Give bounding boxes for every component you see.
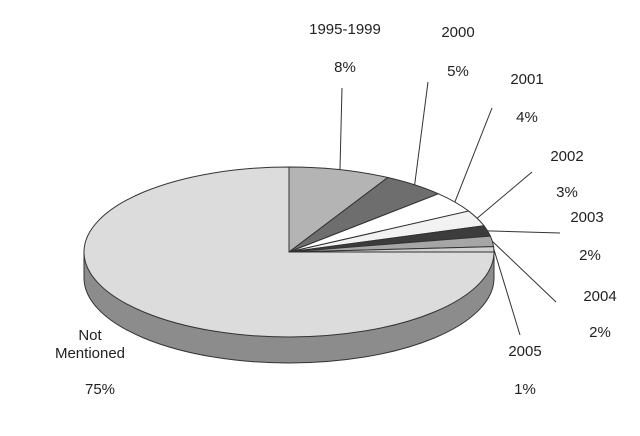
slice-label: 2005 (508, 343, 541, 360)
value-label: 1% (514, 381, 536, 398)
value-label: 4% (516, 109, 538, 126)
slice-label: 2004 (583, 288, 616, 305)
leader-line (493, 249, 521, 336)
value-label: 8% (334, 59, 356, 76)
leader-line (492, 240, 557, 303)
leader-line (414, 81, 429, 185)
slice-label: 2003 (570, 209, 603, 226)
slice-label: Not Mentioned (54, 327, 126, 362)
value-label: 5% (447, 63, 469, 80)
slice-label: 2001 (510, 71, 543, 88)
leader-line (476, 171, 533, 219)
leader-line (339, 87, 343, 170)
slice-label: 2000 (441, 24, 474, 41)
pie-slice (83, 166, 495, 338)
leader-line (454, 107, 493, 203)
pie-slice (288, 166, 389, 254)
slice-label: 2002 (550, 148, 583, 165)
value-label: 2% (589, 324, 611, 341)
value-label: 3% (556, 184, 578, 201)
leader-line (487, 230, 561, 234)
value-label: 2% (579, 247, 601, 264)
value-label: 75% (85, 381, 115, 398)
slice-label: 1995-1999 (309, 21, 381, 38)
